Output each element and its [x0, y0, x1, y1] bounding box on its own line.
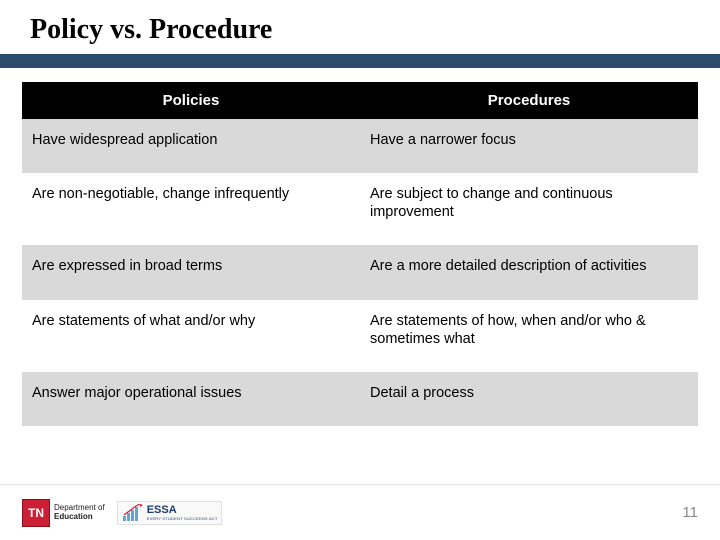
comparison-table: Policies Procedures Have widespread appl… [22, 82, 698, 426]
slide-title: Policy vs. Procedure [30, 14, 690, 46]
tn-square-icon: TN [22, 499, 50, 527]
essa-text-block: ESSA EVERY STUDENT SUCCEEDS ACT [147, 505, 218, 521]
cell-procedures: Detail a process [360, 372, 698, 426]
cell-procedures: Are a more detailed description of activ… [360, 245, 698, 299]
title-area: Policy vs. Procedure [0, 0, 720, 54]
page-number: 11 [682, 504, 698, 521]
cell-policies: Are non-negotiable, change infrequently [22, 173, 360, 245]
slide: Policy vs. Procedure Policies Procedures… [0, 0, 720, 540]
essa-label: ESSA [147, 505, 218, 516]
cell-policies: Are statements of what and/or why [22, 300, 360, 372]
header-policies: Policies [22, 82, 360, 119]
tn-edu-label: Education [54, 513, 105, 521]
essa-logo: ESSA EVERY STUDENT SUCCEEDS ACT [117, 501, 223, 525]
content-area: Policies Procedures Have widespread appl… [0, 68, 720, 540]
table-row: Have widespread application Have a narro… [22, 119, 698, 173]
table-row: Answer major operational issues Detail a… [22, 372, 698, 426]
essa-subtitle: EVERY STUDENT SUCCEEDS ACT [147, 516, 218, 521]
footer-logos: TN Department of Education [22, 499, 222, 527]
table-row: Are statements of what and/or why Are st… [22, 300, 698, 372]
cell-policies: Answer major operational issues [22, 372, 360, 426]
tn-education-logo: TN Department of Education [22, 499, 105, 527]
tn-logo-text: Department of Education [54, 504, 105, 521]
cell-procedures: Have a narrower focus [360, 119, 698, 173]
table-row: Are expressed in broad terms Are a more … [22, 245, 698, 299]
cell-policies: Have widespread application [22, 119, 360, 173]
table-header-row: Policies Procedures [22, 82, 698, 119]
cell-procedures: Are subject to change and continuous imp… [360, 173, 698, 245]
essa-chart-icon [122, 504, 144, 522]
table-row: Are non-negotiable, change infrequently … [22, 173, 698, 245]
cell-policies: Are expressed in broad terms [22, 245, 360, 299]
header-procedures: Procedures [360, 82, 698, 119]
cell-procedures: Are statements of how, when and/or who &… [360, 300, 698, 372]
footer: TN Department of Education [0, 484, 720, 540]
title-divider [0, 54, 720, 68]
